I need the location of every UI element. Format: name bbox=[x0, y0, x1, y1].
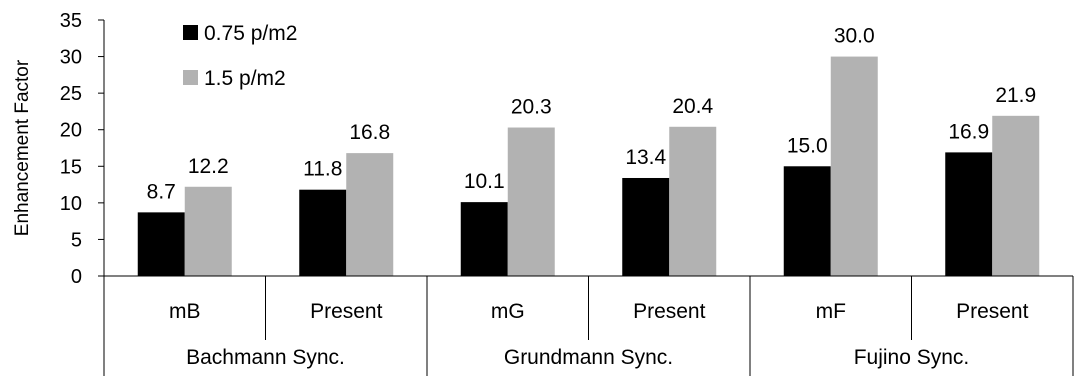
category-label: Present bbox=[310, 300, 383, 323]
legend: 0.75 p/m2 1.5 p/m2 bbox=[183, 22, 297, 90]
data-label: 16.9 bbox=[948, 120, 989, 143]
bar bbox=[945, 152, 993, 276]
category-label: mF bbox=[816, 300, 846, 323]
y-tick-label: 35 bbox=[60, 10, 82, 32]
bars bbox=[137, 56, 1040, 277]
y-tick-label: 15 bbox=[60, 156, 82, 178]
y-tick-label: 10 bbox=[60, 193, 82, 215]
data-labels: 8.7 11.8 10.1 13.4 15.0 16.9 12.2 16.8 20.3 20.4 3… bbox=[147, 25, 1037, 204]
data-label: 12.2 bbox=[188, 155, 229, 178]
data-label: 8.7 bbox=[147, 180, 176, 203]
category-label: mG bbox=[491, 300, 525, 323]
bar bbox=[783, 166, 831, 276]
data-label: 21.9 bbox=[995, 84, 1036, 107]
data-label: 15.0 bbox=[787, 134, 828, 157]
bar bbox=[830, 56, 878, 277]
group-label: Bachmann Sync. bbox=[186, 346, 345, 369]
bar bbox=[460, 202, 508, 276]
y-tick-label: 20 bbox=[60, 120, 82, 142]
bar bbox=[299, 189, 347, 276]
legend-swatch bbox=[183, 70, 198, 85]
y-axis-ticks: 0 5 10 15 20 25 30 35 bbox=[60, 10, 104, 288]
y-axis-title: Enhancement Factor bbox=[12, 59, 33, 236]
bar bbox=[992, 115, 1040, 277]
legend-swatch bbox=[183, 25, 198, 40]
data-label: 30.0 bbox=[834, 25, 875, 48]
legend-label: 0.75 p/m2 bbox=[204, 22, 297, 45]
category-labels: mB Present mG Present mF Present Bachmann Sync… bbox=[169, 300, 1029, 369]
bar bbox=[184, 186, 232, 276]
group-label: Grundmann Sync. bbox=[504, 346, 673, 369]
y-tick-label: 5 bbox=[71, 229, 82, 251]
y-tick-label: 30 bbox=[60, 47, 82, 69]
category-label: Present bbox=[956, 300, 1029, 323]
data-label: 10.1 bbox=[464, 170, 505, 193]
bar bbox=[622, 177, 670, 276]
bar bbox=[346, 153, 394, 276]
category-label: mB bbox=[169, 300, 201, 323]
axes bbox=[103, 20, 1074, 376]
legend-label: 1.5 p/m2 bbox=[204, 67, 286, 90]
data-label: 16.8 bbox=[349, 121, 390, 144]
group-label: Fujino Sync. bbox=[854, 346, 970, 369]
bar bbox=[507, 127, 555, 277]
bar bbox=[669, 126, 717, 276]
category-label: Present bbox=[633, 300, 706, 323]
y-tick-label: 0 bbox=[71, 266, 82, 288]
data-label: 20.3 bbox=[511, 96, 552, 119]
data-label: 13.4 bbox=[625, 146, 666, 169]
data-label: 11.8 bbox=[303, 158, 342, 181]
bar bbox=[137, 212, 185, 276]
y-tick-label: 25 bbox=[60, 83, 82, 105]
data-label: 20.4 bbox=[672, 95, 713, 118]
